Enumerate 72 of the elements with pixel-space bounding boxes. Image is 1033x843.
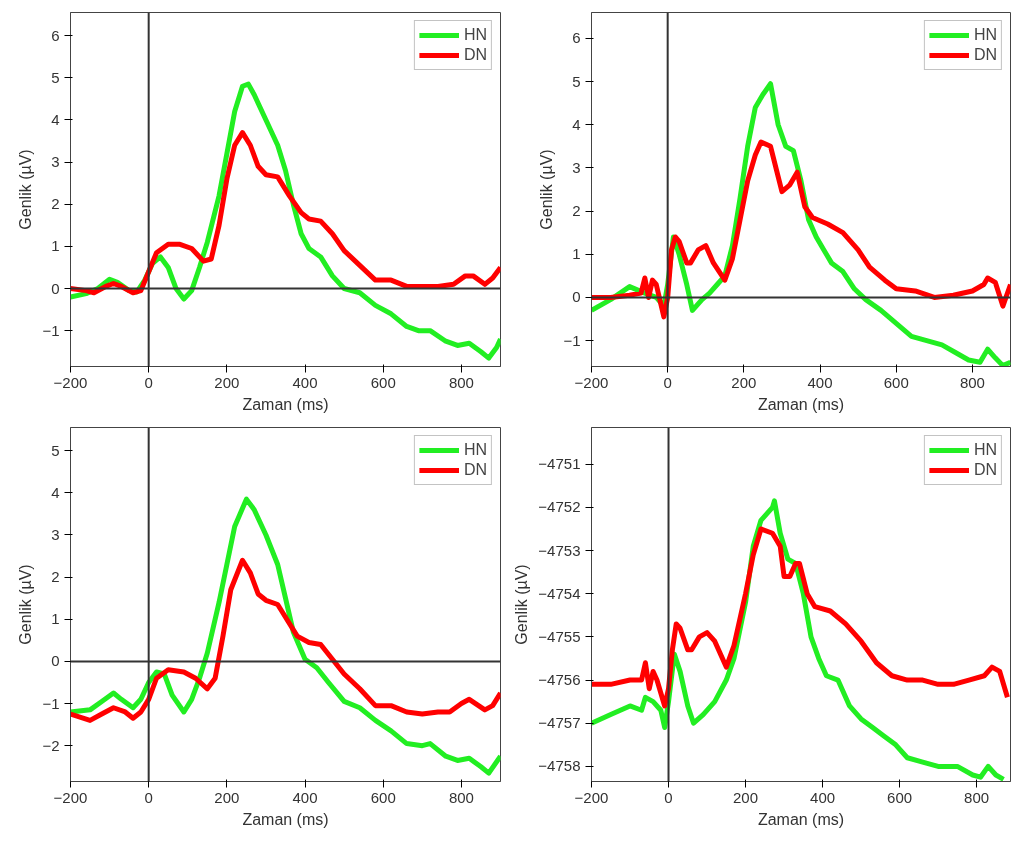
y-tick-label: 0 [51, 652, 60, 670]
y-tick-label: −4751 [538, 455, 581, 473]
y-tick-label: −1 [563, 331, 581, 349]
x-axis-title: Zaman (ms) [757, 810, 845, 828]
x-tick-label: −200 [574, 373, 609, 391]
y-tick-label: −4757 [538, 714, 581, 732]
x-tick-label: 800 [448, 373, 474, 391]
y-tick-label: −2 [42, 736, 60, 754]
y-tick-label: 5 [51, 68, 60, 86]
x-axis-title: Zaman (ms) [242, 395, 329, 413]
y-tick-label: 3 [51, 153, 60, 171]
y-tick-label: −4753 [538, 541, 581, 559]
y-tick-label: 5 [572, 72, 581, 90]
x-tick-label: −200 [53, 788, 88, 806]
x-tick-label: 600 [887, 788, 913, 806]
y-tick-label: 4 [51, 110, 60, 128]
y-tick-label: 0 [51, 279, 60, 297]
y-tick-label: 0 [572, 288, 581, 306]
x-tick-label: 200 [214, 788, 240, 806]
y-tick-label: −1 [42, 321, 60, 339]
y-tick-label: 2 [51, 568, 60, 586]
legend-label: DN [463, 46, 487, 64]
x-tick-label: 800 [448, 788, 474, 806]
x-tick-label: 0 [663, 373, 672, 391]
x-tick-label: 200 [733, 788, 759, 806]
x-tick-label: 400 [810, 788, 836, 806]
y-tick-label: 5 [51, 441, 60, 459]
x-tick-label: 0 [664, 788, 673, 806]
y-axis-title: Genlik (µV) [538, 149, 556, 230]
legend-label: HN [463, 26, 487, 44]
x-tick-label: −200 [53, 373, 88, 391]
x-tick-label: 400 [292, 373, 318, 391]
y-tick-label: −1 [42, 694, 60, 712]
y-tick-label: −4755 [538, 627, 581, 645]
legend-label: HN [973, 26, 997, 44]
legend-label: HN [463, 441, 487, 459]
y-tick-label: 3 [572, 158, 581, 176]
legend-label: DN [973, 46, 997, 64]
x-axis-title: Zaman (ms) [757, 395, 845, 413]
y-tick-label: 6 [51, 26, 60, 44]
x-tick-label: 400 [292, 788, 318, 806]
y-tick-label: −4756 [538, 671, 581, 689]
y-tick-label: 4 [51, 483, 60, 501]
y-tick-label: 2 [51, 195, 60, 213]
x-tick-label: 200 [214, 373, 240, 391]
x-axis-title: Zaman (ms) [242, 810, 329, 828]
y-axis-title: Genlik (µV) [17, 564, 35, 645]
y-tick-label: −4754 [538, 584, 581, 602]
y-tick-label: −4758 [538, 757, 581, 775]
x-tick-label: 800 [964, 788, 990, 806]
legend-label: DN [973, 461, 997, 479]
y-tick-label: 4 [572, 115, 581, 133]
x-tick-label: 0 [144, 788, 153, 806]
legend-label: HN [973, 441, 997, 459]
x-tick-label: 600 [370, 373, 396, 391]
y-tick-label: 2 [572, 202, 581, 220]
y-tick-label: 1 [51, 610, 60, 628]
y-tick-label: 1 [572, 245, 581, 263]
x-tick-label: 600 [370, 788, 396, 806]
x-tick-label: 0 [144, 373, 153, 391]
x-tick-label: 200 [731, 373, 757, 391]
y-tick-label: 3 [51, 525, 60, 543]
x-tick-label: 800 [959, 373, 985, 391]
x-tick-label: 600 [883, 373, 909, 391]
legend-label: DN [463, 461, 487, 479]
y-tick-label: −4752 [538, 498, 581, 516]
y-axis-title: Genlik (µV) [17, 149, 35, 230]
y-tick-label: 1 [51, 237, 60, 255]
x-tick-label: −200 [574, 788, 609, 806]
y-axis-title: Genlik (µV) [513, 564, 531, 645]
y-tick-label: 6 [572, 29, 581, 47]
x-tick-label: 400 [807, 373, 833, 391]
